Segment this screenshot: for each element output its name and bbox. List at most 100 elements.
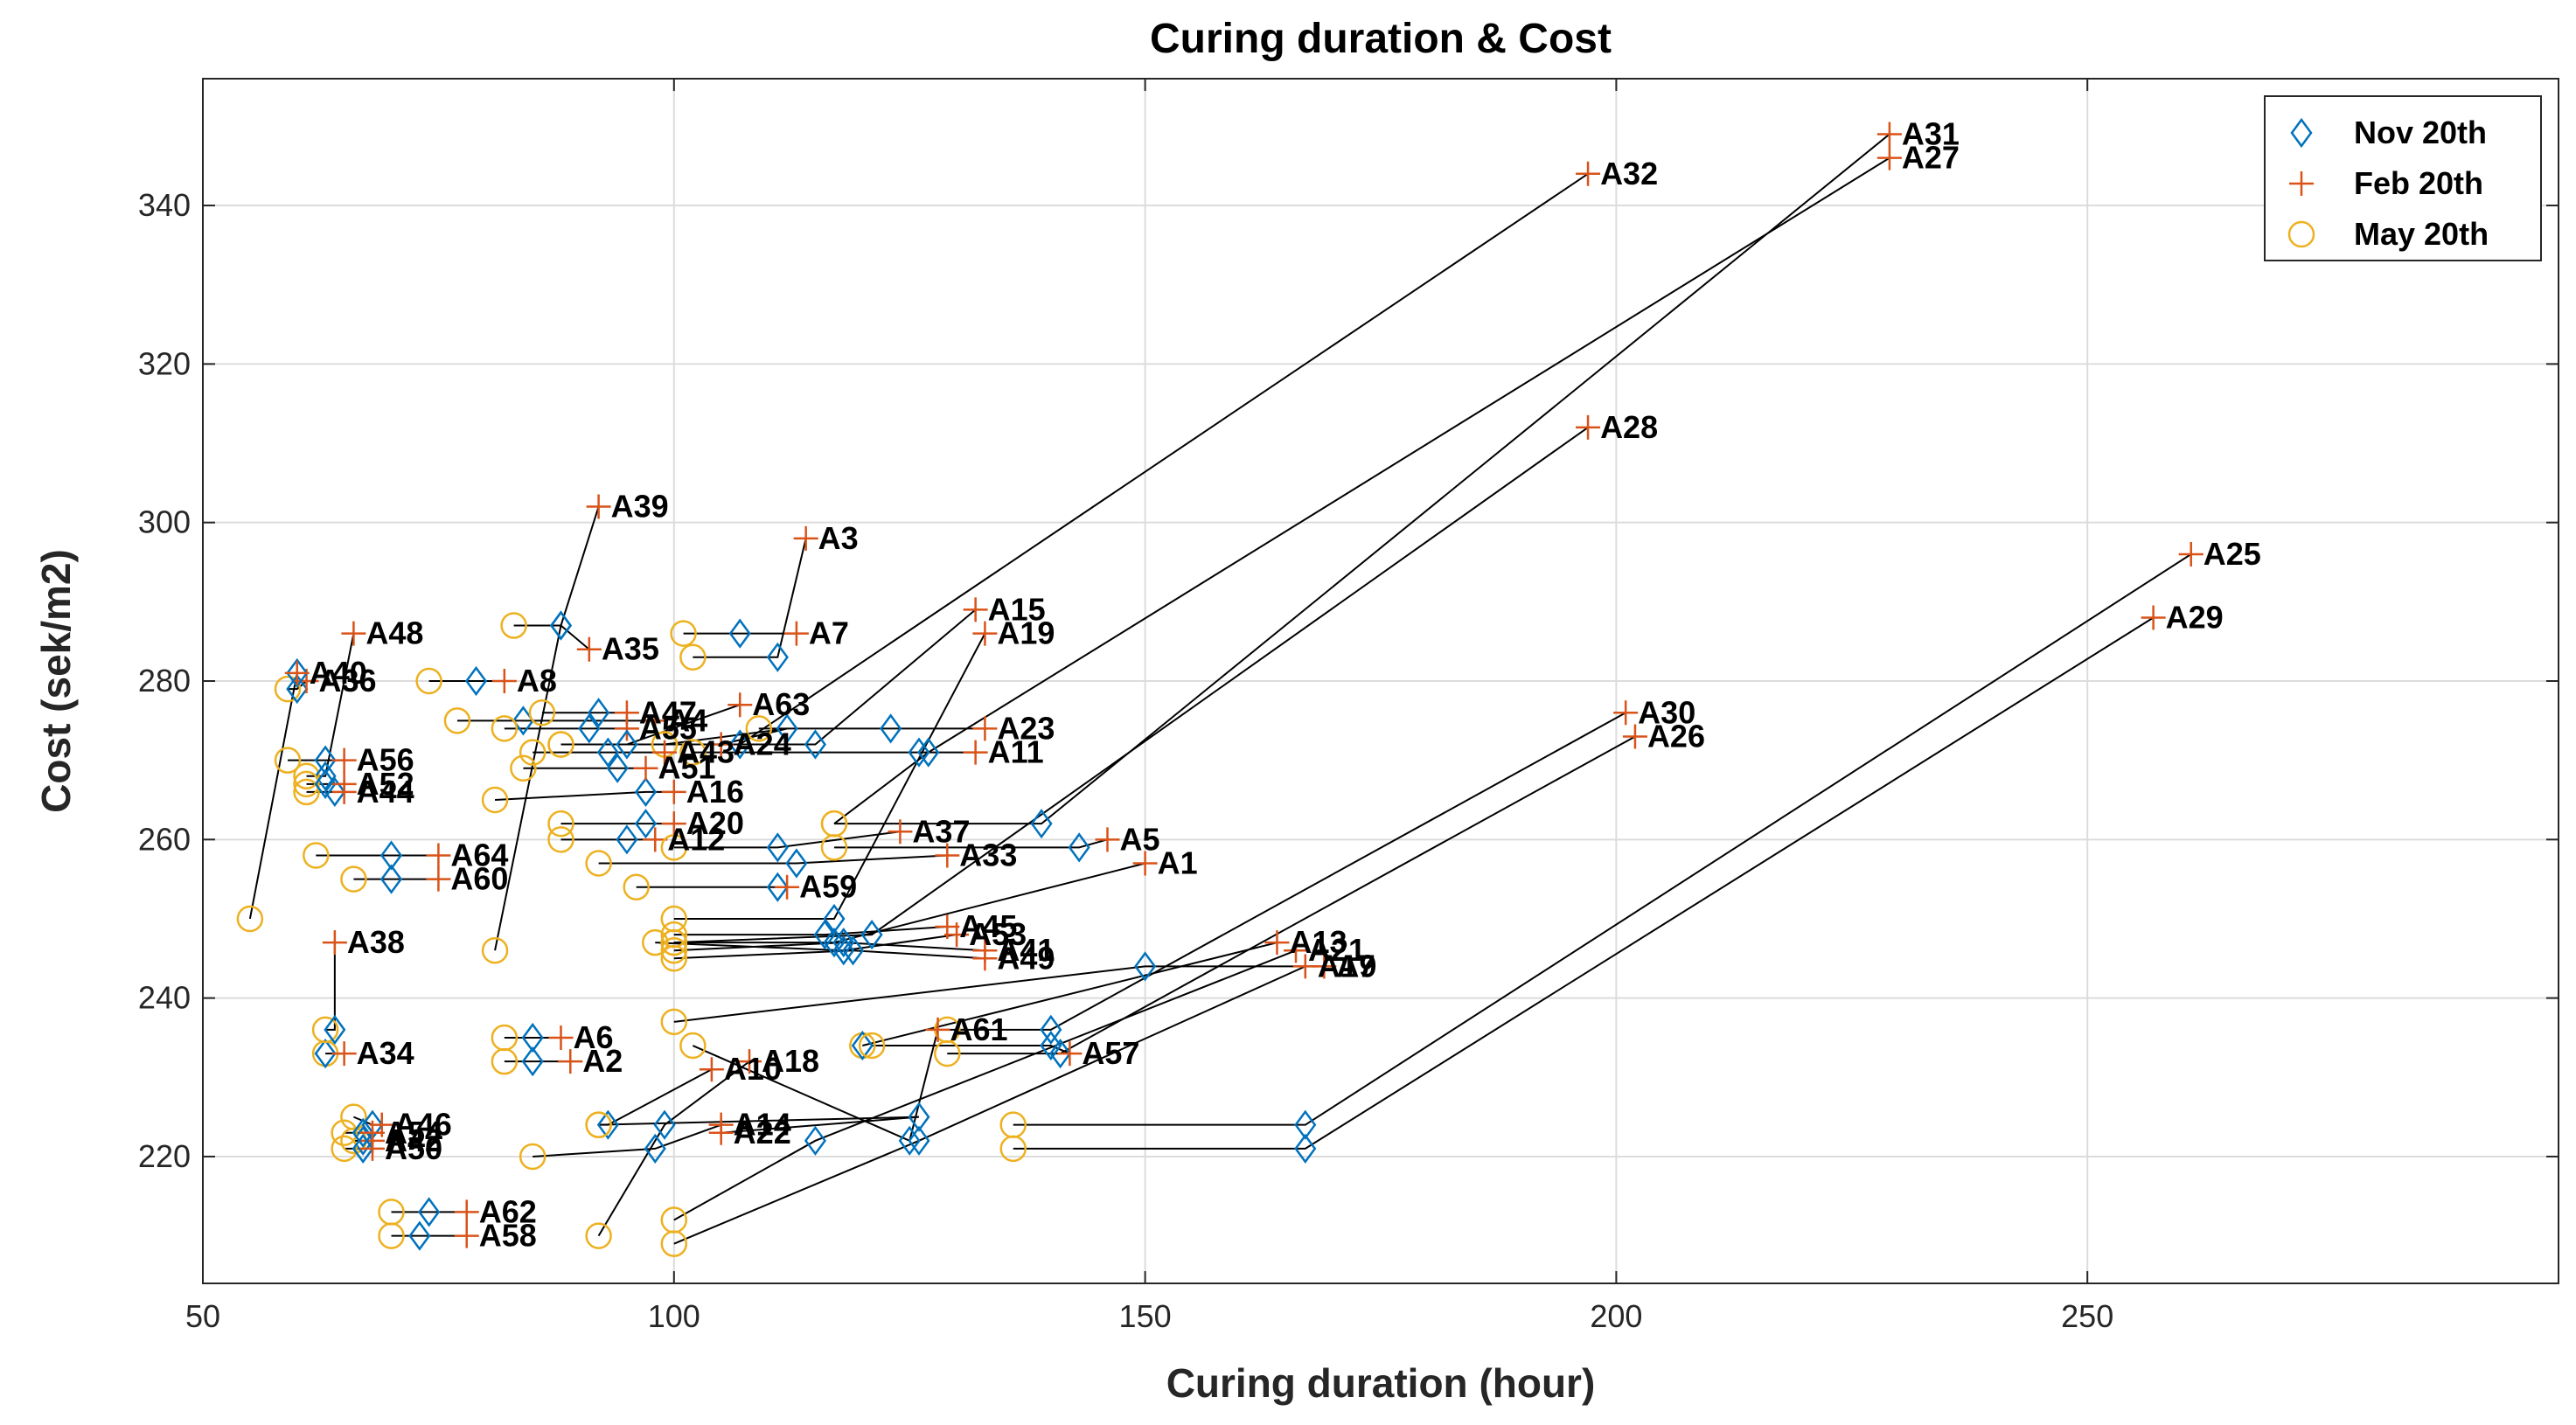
feb-marker-a5 [1095, 827, 1120, 852]
feb-marker-a6 [548, 1025, 574, 1050]
x-tick-label: 50 [185, 1298, 220, 1334]
point-label-a36: A36 [319, 663, 377, 699]
connector-line-a39 [494, 506, 600, 951]
may-marker-a4 [443, 707, 471, 734]
nov-marker-a29 [1294, 1133, 1317, 1164]
feb-marker-a17 [1292, 954, 1318, 979]
point-label-a63: A63 [752, 686, 810, 722]
point-label-a40: A40 [310, 655, 367, 691]
connector-line-a24 [664, 727, 788, 746]
may-marker-a43 [519, 739, 547, 766]
nov-marker-a52 [314, 768, 337, 799]
nov-marker-a37 [766, 832, 789, 863]
may-marker-a60 [340, 865, 367, 893]
axis-ticks: 50 100 150 200 250 220 240 260 280 300 320 340 [138, 79, 2559, 1334]
legend-marker-circle [2287, 220, 2315, 248]
point-label-a1: A1 [1158, 845, 1198, 881]
connector-line-a14 [533, 1123, 722, 1157]
point-label-a42: A42 [385, 1123, 442, 1158]
may-marker-a41 [660, 936, 688, 964]
nov-marker-a16 [634, 776, 658, 808]
point-label-a11: A11 [988, 734, 1044, 770]
may-marker-a18 [585, 1222, 612, 1249]
nov-marker-a45 [813, 919, 836, 950]
nov-marker-a40 [286, 657, 309, 689]
y-tick-label: 220 [138, 1138, 191, 1174]
connector-line-a57 [872, 1045, 1070, 1055]
feb-marker-a37 [888, 819, 913, 845]
point-labels: A1A2A3A4A5A6A7A8A9A10A11A12A13A14A15A16A… [310, 115, 2261, 1253]
may-marker-a7 [670, 620, 697, 647]
point-label-a57: A57 [1082, 1035, 1139, 1071]
nov-marker-a39 [549, 610, 573, 641]
nov-marker-a21 [804, 1125, 826, 1156]
point-label-a26: A26 [1647, 718, 1705, 754]
nov-marker-a12 [616, 824, 638, 855]
may-marker-a54 [331, 1119, 358, 1146]
point-label-a28: A28 [1600, 409, 1658, 445]
grid-lines [202, 79, 2559, 1283]
feb-marker-a58 [454, 1223, 479, 1248]
point-label-a18: A18 [762, 1043, 819, 1079]
feb-marker-a11 [963, 740, 988, 765]
legend-marker-plus [2289, 171, 2314, 196]
x-axis-label: Curing duration (hour) [1166, 1360, 1596, 1406]
feb-marker-a29 [2141, 605, 2166, 630]
feb-marker-a59 [775, 874, 800, 900]
point-label-a25: A25 [2204, 536, 2261, 572]
nov-marker-a31 [1030, 809, 1053, 839]
connector-line-a63 [560, 704, 741, 746]
nov-marker-a17 [908, 1125, 930, 1156]
feb-marker-a2 [558, 1049, 583, 1074]
nov-marker-a47 [588, 698, 610, 728]
nov-marker-a7 [728, 618, 751, 649]
x-tick-label: 250 [2061, 1298, 2113, 1334]
nov-marker-a1 [823, 928, 846, 958]
may-marker-a40 [236, 905, 264, 933]
connector-line-a29 [1013, 616, 2155, 1150]
point-label-a22: A22 [734, 1115, 791, 1150]
feb-marker-a40 [284, 660, 310, 685]
connector-line-a3 [693, 538, 807, 658]
point-label-a15: A15 [988, 591, 1046, 627]
may-marker-a46 [340, 1103, 367, 1130]
point-label-a14: A14 [734, 1107, 791, 1143]
connector-line-a45 [673, 926, 948, 936]
point-label-a58: A58 [479, 1218, 537, 1254]
feb-marker-a64 [426, 843, 451, 868]
feb-marker-a33 [935, 843, 960, 868]
feb-marker-a62 [454, 1199, 479, 1225]
point-label-a23: A23 [997, 710, 1055, 746]
feb-marker-a31 [1876, 122, 1902, 147]
feb-marker-a49 [972, 946, 998, 971]
point-label-a8: A8 [517, 663, 557, 699]
may-marker-a50 [331, 1135, 358, 1163]
legend-marker-diamond [2290, 117, 2313, 149]
connector-line-a22 [598, 1116, 920, 1134]
may-marker-a47 [528, 699, 556, 726]
feb-marker-a1 [1132, 851, 1158, 876]
nov-marker-a25 [1294, 1109, 1317, 1140]
point-label-a60: A60 [450, 861, 508, 897]
may-marker-a22 [585, 1111, 612, 1138]
data-markers [236, 122, 2204, 1257]
connector-line-a32 [665, 172, 1589, 746]
nov-marker-a27 [917, 737, 940, 768]
point-label-a10: A10 [724, 1051, 782, 1087]
nov-marker-a15 [804, 729, 826, 760]
connector-line-a37 [673, 831, 901, 849]
point-label-a29: A29 [2166, 599, 2224, 635]
legend-label: May 20th [2354, 216, 2489, 252]
point-label-a24: A24 [734, 726, 791, 762]
feb-marker-a43 [652, 740, 678, 765]
feb-marker-a4 [643, 708, 668, 733]
may-marker-a64 [303, 842, 330, 869]
may-marker-a14 [519, 1143, 547, 1171]
feb-marker-a39 [586, 494, 611, 519]
point-label-a41: A41 [997, 932, 1055, 968]
may-marker-a20 [547, 810, 574, 838]
may-marker-a3 [679, 643, 707, 671]
feb-marker-a56 [331, 747, 357, 773]
feb-marker-a55 [614, 716, 639, 741]
nov-marker-a57 [1040, 1030, 1062, 1061]
